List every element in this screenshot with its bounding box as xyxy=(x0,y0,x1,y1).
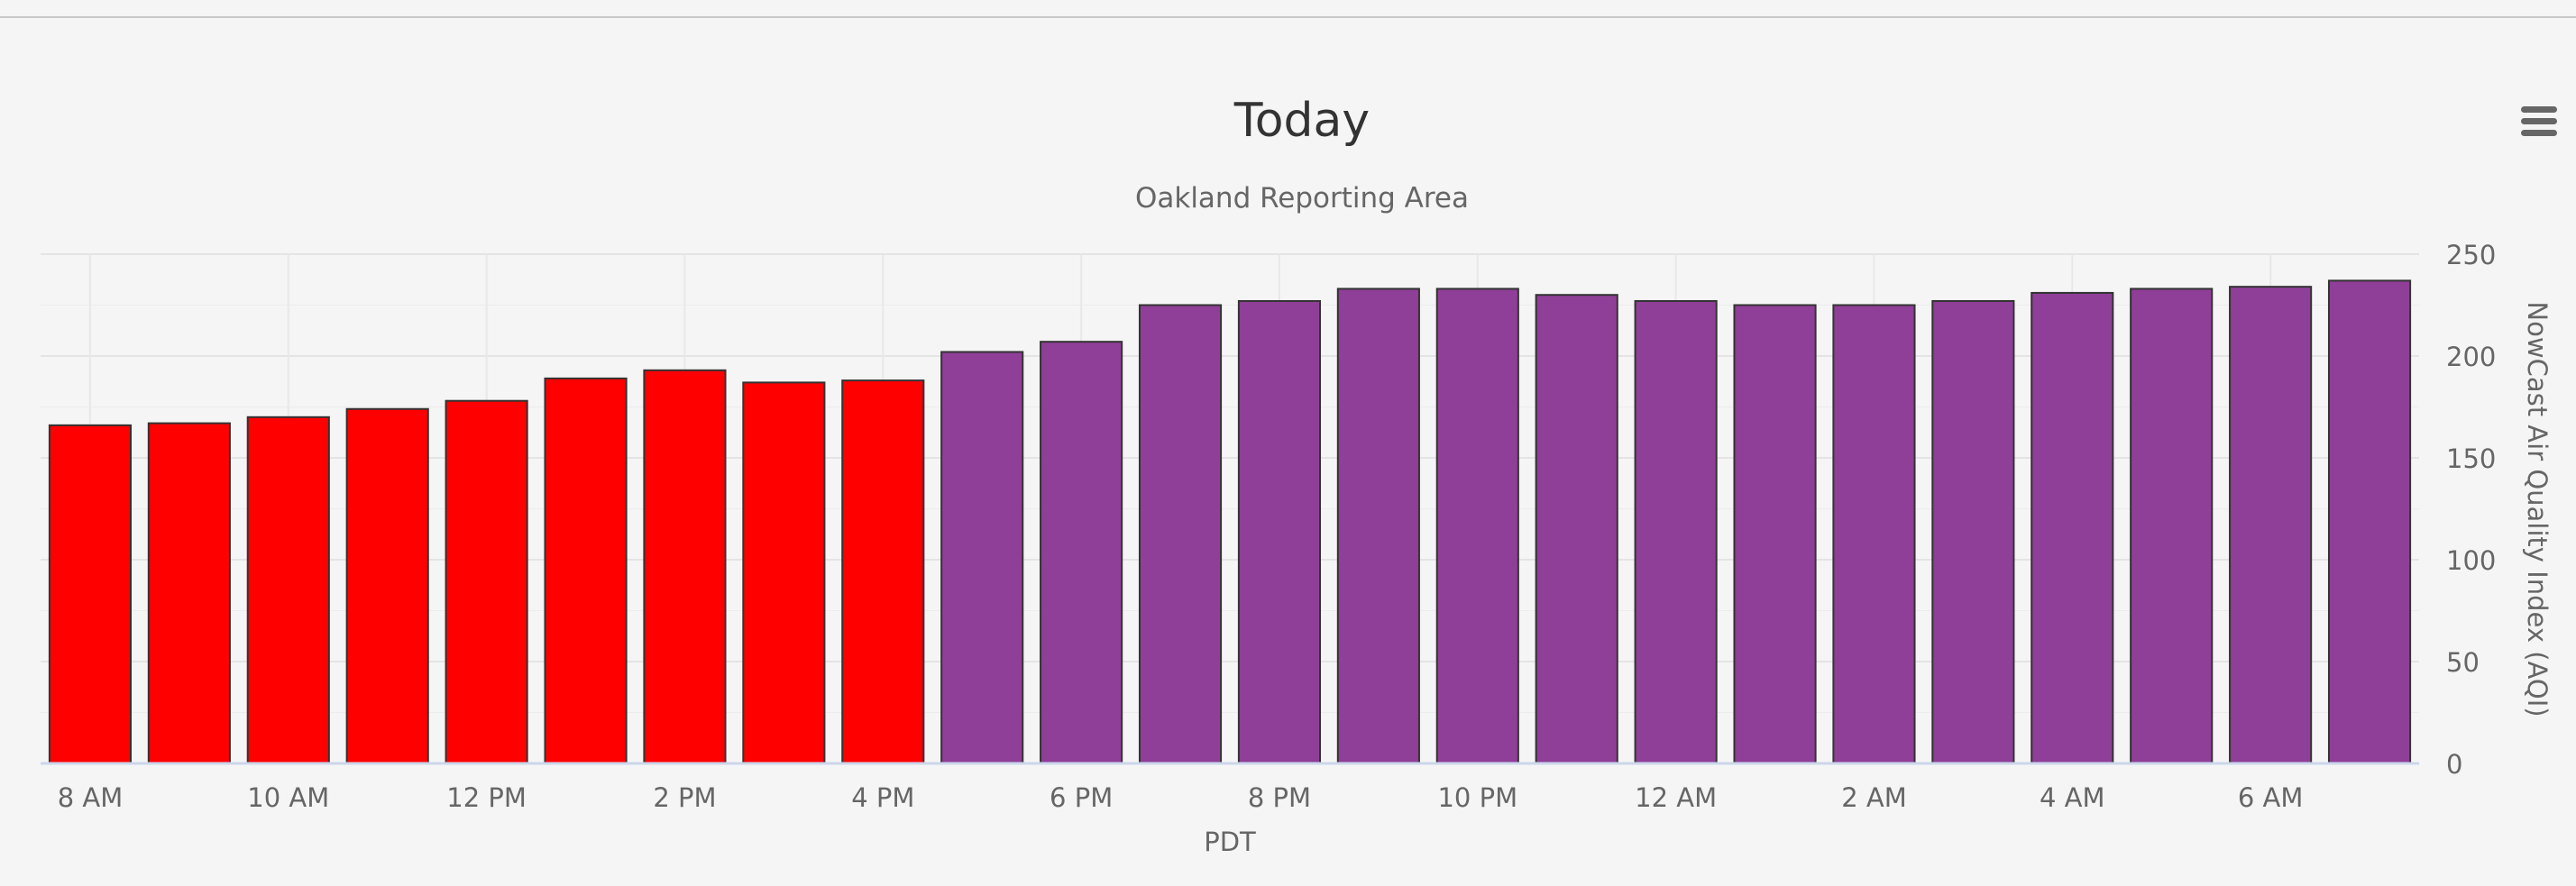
bar-3-am[interactable] xyxy=(1931,299,2015,765)
y-tick-label: 250 xyxy=(2446,240,2496,270)
bar-1-pm[interactable] xyxy=(544,377,628,764)
y-axis-title: NowCast Air Quality Index (AQI) xyxy=(2522,301,2553,717)
x-tick-label: 6 AM xyxy=(2238,782,2304,813)
bar-11-am[interactable] xyxy=(345,407,429,764)
x-tick-label: 10 AM xyxy=(247,782,329,813)
hamburger-menu-icon xyxy=(2521,106,2557,136)
x-tick-label: 10 PM xyxy=(1437,782,1517,813)
chart-subtitle: Oakland Reporting Area xyxy=(1135,182,1469,215)
bar-2-am[interactable] xyxy=(1832,304,1916,764)
x-axis-title: PDT xyxy=(1204,827,1256,857)
x-tick-label: 12 AM xyxy=(1635,782,1717,813)
bar-12-am[interactable] xyxy=(1634,299,1718,765)
x-tick-label: 12 PM xyxy=(446,782,527,813)
y-tick-label: 150 xyxy=(2446,443,2496,474)
bar-8-pm[interactable] xyxy=(1237,299,1322,765)
bar-8-am[interactable] xyxy=(48,424,133,764)
x-tick-label: 2 PM xyxy=(653,782,716,813)
bar-10-pm[interactable] xyxy=(1435,288,1519,765)
bar-10-am[interactable] xyxy=(246,416,330,764)
bar-7-am[interactable] xyxy=(2327,279,2412,764)
bar-7-pm[interactable] xyxy=(1138,304,1223,764)
x-tick-label: 2 AM xyxy=(1841,782,1907,813)
chart-menu-button[interactable] xyxy=(2517,97,2561,141)
x-tick-label: 4 AM xyxy=(2040,782,2105,813)
y-tick-label: 100 xyxy=(2446,545,2496,576)
top-divider xyxy=(0,16,2576,18)
bar-2-pm[interactable] xyxy=(643,369,727,764)
bar-4-am[interactable] xyxy=(2031,291,2114,764)
bar-11-pm[interactable] xyxy=(1535,294,1618,764)
x-tick-label: 8 AM xyxy=(58,782,124,813)
y-tick-label: 50 xyxy=(2446,647,2480,678)
bar-5-pm[interactable] xyxy=(940,351,1024,764)
y-tick-label: 0 xyxy=(2446,749,2462,780)
axes: 0 50 100 150 200 250 8 AM 10 AM 12 PM 2 PM 4 PM 6 P… xyxy=(41,240,2496,813)
x-tick-label: 8 PM xyxy=(1248,782,1311,813)
bar-3-pm[interactable] xyxy=(742,381,826,764)
bar-9-pm[interactable] xyxy=(1336,288,1420,765)
chart-title: Today xyxy=(1233,94,1370,148)
bar-4-pm[interactable] xyxy=(841,379,925,764)
bar-12-pm[interactable] xyxy=(445,399,528,764)
bar-1-am[interactable] xyxy=(1733,304,1817,764)
bar-6-pm[interactable] xyxy=(1040,341,1123,764)
y-tick-label: 200 xyxy=(2446,342,2496,372)
x-tick-label: 6 PM xyxy=(1050,782,1113,813)
bar-5-am[interactable] xyxy=(2130,288,2214,765)
bar-9-am[interactable] xyxy=(147,422,231,764)
x-tick-label: 4 PM xyxy=(851,782,914,813)
bar-6-am[interactable] xyxy=(2229,286,2313,765)
bar-series xyxy=(48,279,2412,765)
